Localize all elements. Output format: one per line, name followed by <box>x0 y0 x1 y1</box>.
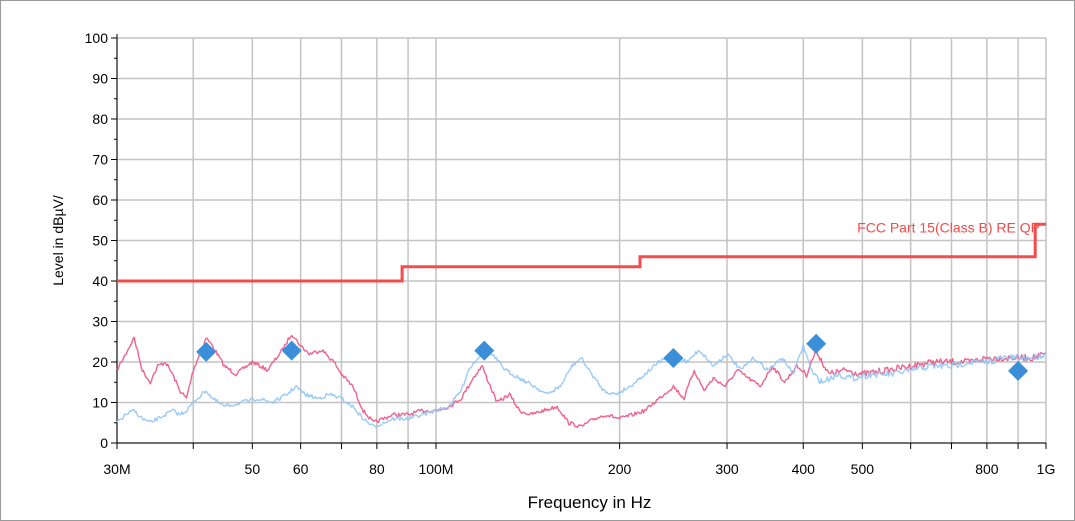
x-tick-label: 300 <box>715 461 739 477</box>
measurement-marker <box>474 340 495 361</box>
series-line-average <box>116 343 1047 429</box>
x-tick-label: 50 <box>245 461 261 477</box>
y-tick-label: 20 <box>92 354 108 370</box>
x-tick-label: 200 <box>608 461 632 477</box>
measurement-marker <box>806 333 827 354</box>
x-tick-label: 100M <box>418 461 453 477</box>
x-tick-label: 800 <box>975 461 999 477</box>
series-layer <box>116 334 1047 429</box>
y-axis-title: Level in dBµV/ <box>50 195 66 286</box>
y-tick-label: 0 <box>100 435 108 451</box>
limit-layer <box>117 222 1046 283</box>
series-line-peak <box>116 334 1047 429</box>
measurement-marker <box>1008 360 1029 381</box>
y-tick-label: 30 <box>92 314 108 330</box>
y-tick-label: 70 <box>92 152 108 168</box>
y-tick-label: 40 <box>92 273 108 289</box>
limit-line <box>117 222 1046 283</box>
x-tick-label: 500 <box>851 461 875 477</box>
x-tick-label: 400 <box>792 461 816 477</box>
y-tick-label: 100 <box>85 30 109 46</box>
y-tick-label: 90 <box>92 71 108 87</box>
x-tick-label: 30M <box>103 461 130 477</box>
x-tick-label: 80 <box>369 461 385 477</box>
y-tick-label: 80 <box>92 111 108 127</box>
chart-grid <box>116 37 1047 444</box>
marker-layer <box>196 333 1029 381</box>
chart-axes <box>111 34 1047 449</box>
y-tick-label: 10 <box>92 395 108 411</box>
x-tick-label: 1G <box>1037 461 1056 477</box>
x-tick-label: 60 <box>293 461 309 477</box>
tick-label-layer: 0 10 20 30 40 50 60 70 80 90 100 30M 50 60 80 100M 200 30… <box>85 30 1056 477</box>
x-axis-title: Frequency in Hz <box>528 493 652 512</box>
measurement-marker <box>663 347 684 368</box>
limit-line-label: FCC Part 15(Class B) RE QP <box>857 219 1040 235</box>
measurement-marker <box>196 341 217 362</box>
y-tick-label: 60 <box>92 192 108 208</box>
measurement-marker <box>281 340 302 361</box>
y-tick-label: 50 <box>92 233 108 249</box>
